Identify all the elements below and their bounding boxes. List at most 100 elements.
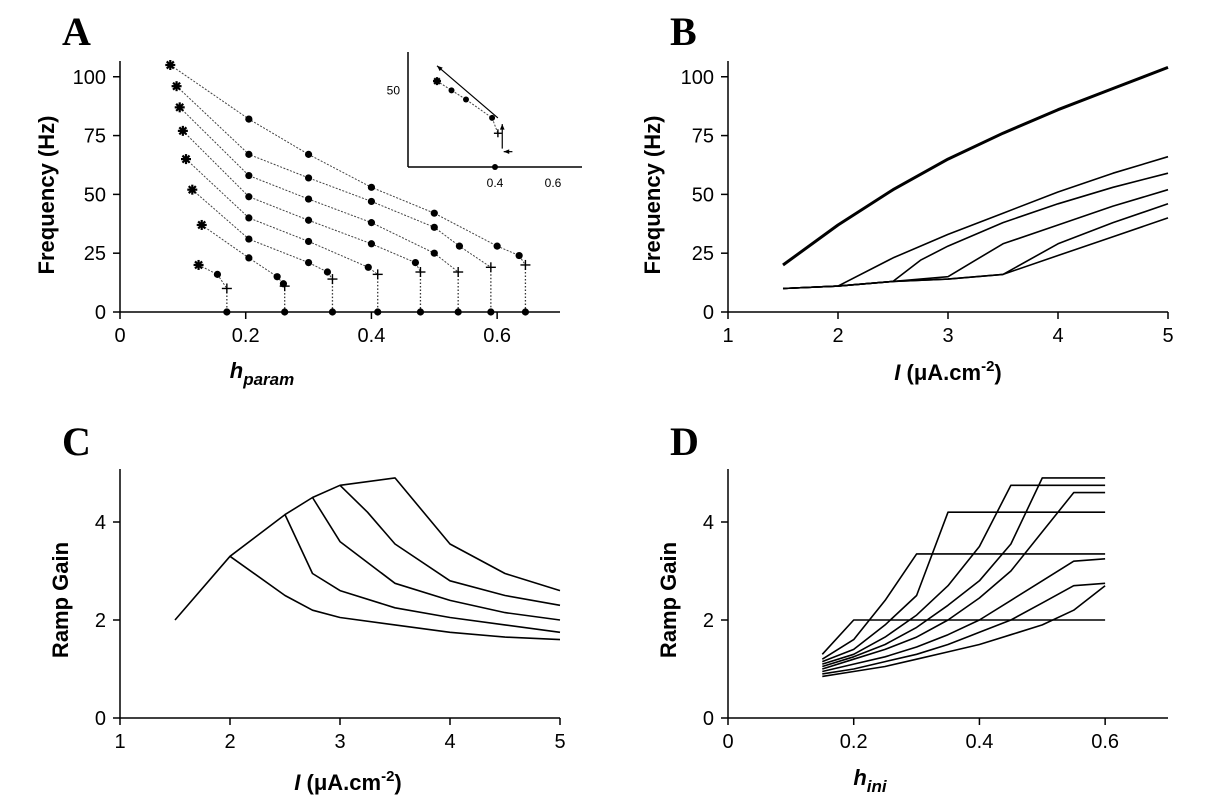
b-x-axis-title-end: ) [994,360,1001,385]
b-y-tick-label: 25 [692,243,714,265]
a-dot-point [304,150,313,158]
c-y-tick-label: 0 [95,708,106,730]
a-star-point [174,102,185,113]
a-star-point [171,81,182,92]
a-plot-area: 0 25 50 75 100 0 0.2 0.4 0.6 0.4 0.6 50 [73,52,582,347]
b-x-tick-label: 1 [722,325,733,347]
a-baseline-dot [416,308,425,316]
a-baseline-dot [281,308,289,316]
c-series-line-3 [284,496,561,621]
a-inset-x-tick-label: 0.4 [487,176,504,190]
a-dot-point [411,259,420,267]
a-dot-point [304,195,313,203]
c-x-tick-label: 1 [114,731,125,753]
a-y-tick-label: 0 [95,302,106,324]
b-y-tick-label: 0 [703,302,714,324]
d-x-tick-label: 0.2 [840,731,868,753]
d-x-axis-title-main: h [853,765,866,790]
a-series-line [176,85,492,268]
a-inset-plus [493,129,502,138]
a-dot-point [273,273,281,281]
a-series-line [191,189,333,280]
a-dot-point [304,174,313,182]
d-x-tick-label: 0.4 [966,731,994,753]
a-dot-point [304,259,313,267]
a-dot-point [515,251,523,260]
a-plus-point [279,281,290,292]
panel-letter-b: B [670,9,697,54]
panel-a: 0 25 50 75 100 0 0.2 0.4 0.6 0.4 0.6 50 Frequency (… [34,52,582,389]
c-x-tick-label: 4 [444,731,455,753]
a-dot-point [245,235,253,243]
b-y-axis-title: Frequency (Hz) [640,116,665,275]
d-plot-area: 0 2 4 0 0.2 0.4 0.6 [703,469,1168,753]
a-dot-point [245,171,253,180]
d-y-axis-title: Ramp Gain [656,542,681,658]
a-x-axis-title: hparam [230,358,294,389]
a-dot-point [213,270,222,278]
a-series-line [170,64,526,266]
a-dot-point [430,223,438,231]
d-y-tick-label: 2 [703,610,714,632]
a-dot-point [455,242,464,250]
star-stroke [187,185,197,194]
a-plus-point [520,259,531,270]
star-stroke [178,126,188,136]
a-inset-arrow-up-head [499,124,505,130]
c-y-tick-label: 4 [95,512,106,534]
a-dot-point [364,263,372,271]
c-x-axis-title: I (μA.cm-2) [294,768,402,795]
a-plus-point [221,283,232,294]
c-x-axis-title-sup: -2 [381,768,394,785]
c-series-line-2 [229,513,561,634]
d-x-axis-title-sub: ini [867,777,888,796]
a-baseline-dot [454,308,462,316]
c-x-axis-title-rest: (μA.cm [300,770,381,795]
d-series-line-2 [821,553,1106,660]
a-inset-dot [489,114,496,121]
a-y-tick-label: 100 [73,67,106,89]
a-dot-point [430,249,438,257]
a-series-line [185,158,379,275]
d-series-line-3 [822,511,1106,663]
a-dot-point [245,150,253,158]
star-stroke [181,154,191,164]
a-star-point [193,259,204,270]
b-x-axis-title-rest: (μA.cm [900,360,981,385]
a-series-line [198,264,228,289]
panel-d: 0 2 4 0 0.2 0.4 0.6 Ramp Gain hini [656,469,1168,796]
panel-letter-d: D [670,419,699,464]
b-y-tick-label: 75 [692,126,714,148]
a-dot-point [493,242,501,250]
a-series-line [179,106,459,273]
a-series-line [182,130,421,273]
a-dot-point [245,115,253,123]
a-baseline-dot [374,308,382,316]
d-series-line-8 [822,582,1106,675]
a-inset-line [436,80,499,134]
a-inset: 0.4 0.6 50 [387,52,582,190]
a-dot-point [245,193,253,201]
b-plot-area: 0 25 50 75 100 1 2 3 4 5 [681,61,1174,347]
a-x-tick-label: 0.6 [483,325,511,347]
b-y-tick-label: 50 [692,184,714,206]
panel-c: 0 2 4 1 2 3 4 5 Ramp Gain I (μA.cm-2) [48,469,566,795]
d-y-tick-label: 0 [703,708,714,730]
panel-letter-c: C [62,419,91,464]
b-x-tick-label: 5 [1162,325,1173,347]
d-x-tick-label: 0.6 [1091,731,1119,753]
c-series-line-5 [339,477,561,592]
c-x-tick-label: 5 [554,731,565,753]
a-inset-arrow-left-head [503,149,510,155]
d-series-line-5 [822,477,1106,668]
a-inset-dot [448,87,455,94]
star-stroke [433,77,441,85]
a-dot-point [367,197,376,206]
a-x-tick-label: 0 [114,325,125,347]
d-x-tick-label: 0 [722,731,733,753]
a-baseline-dot [223,308,231,316]
panel-letter-a: A [62,9,91,54]
a-star-point [181,154,191,165]
a-plus-point [415,267,426,278]
a-dot-point [367,183,376,191]
